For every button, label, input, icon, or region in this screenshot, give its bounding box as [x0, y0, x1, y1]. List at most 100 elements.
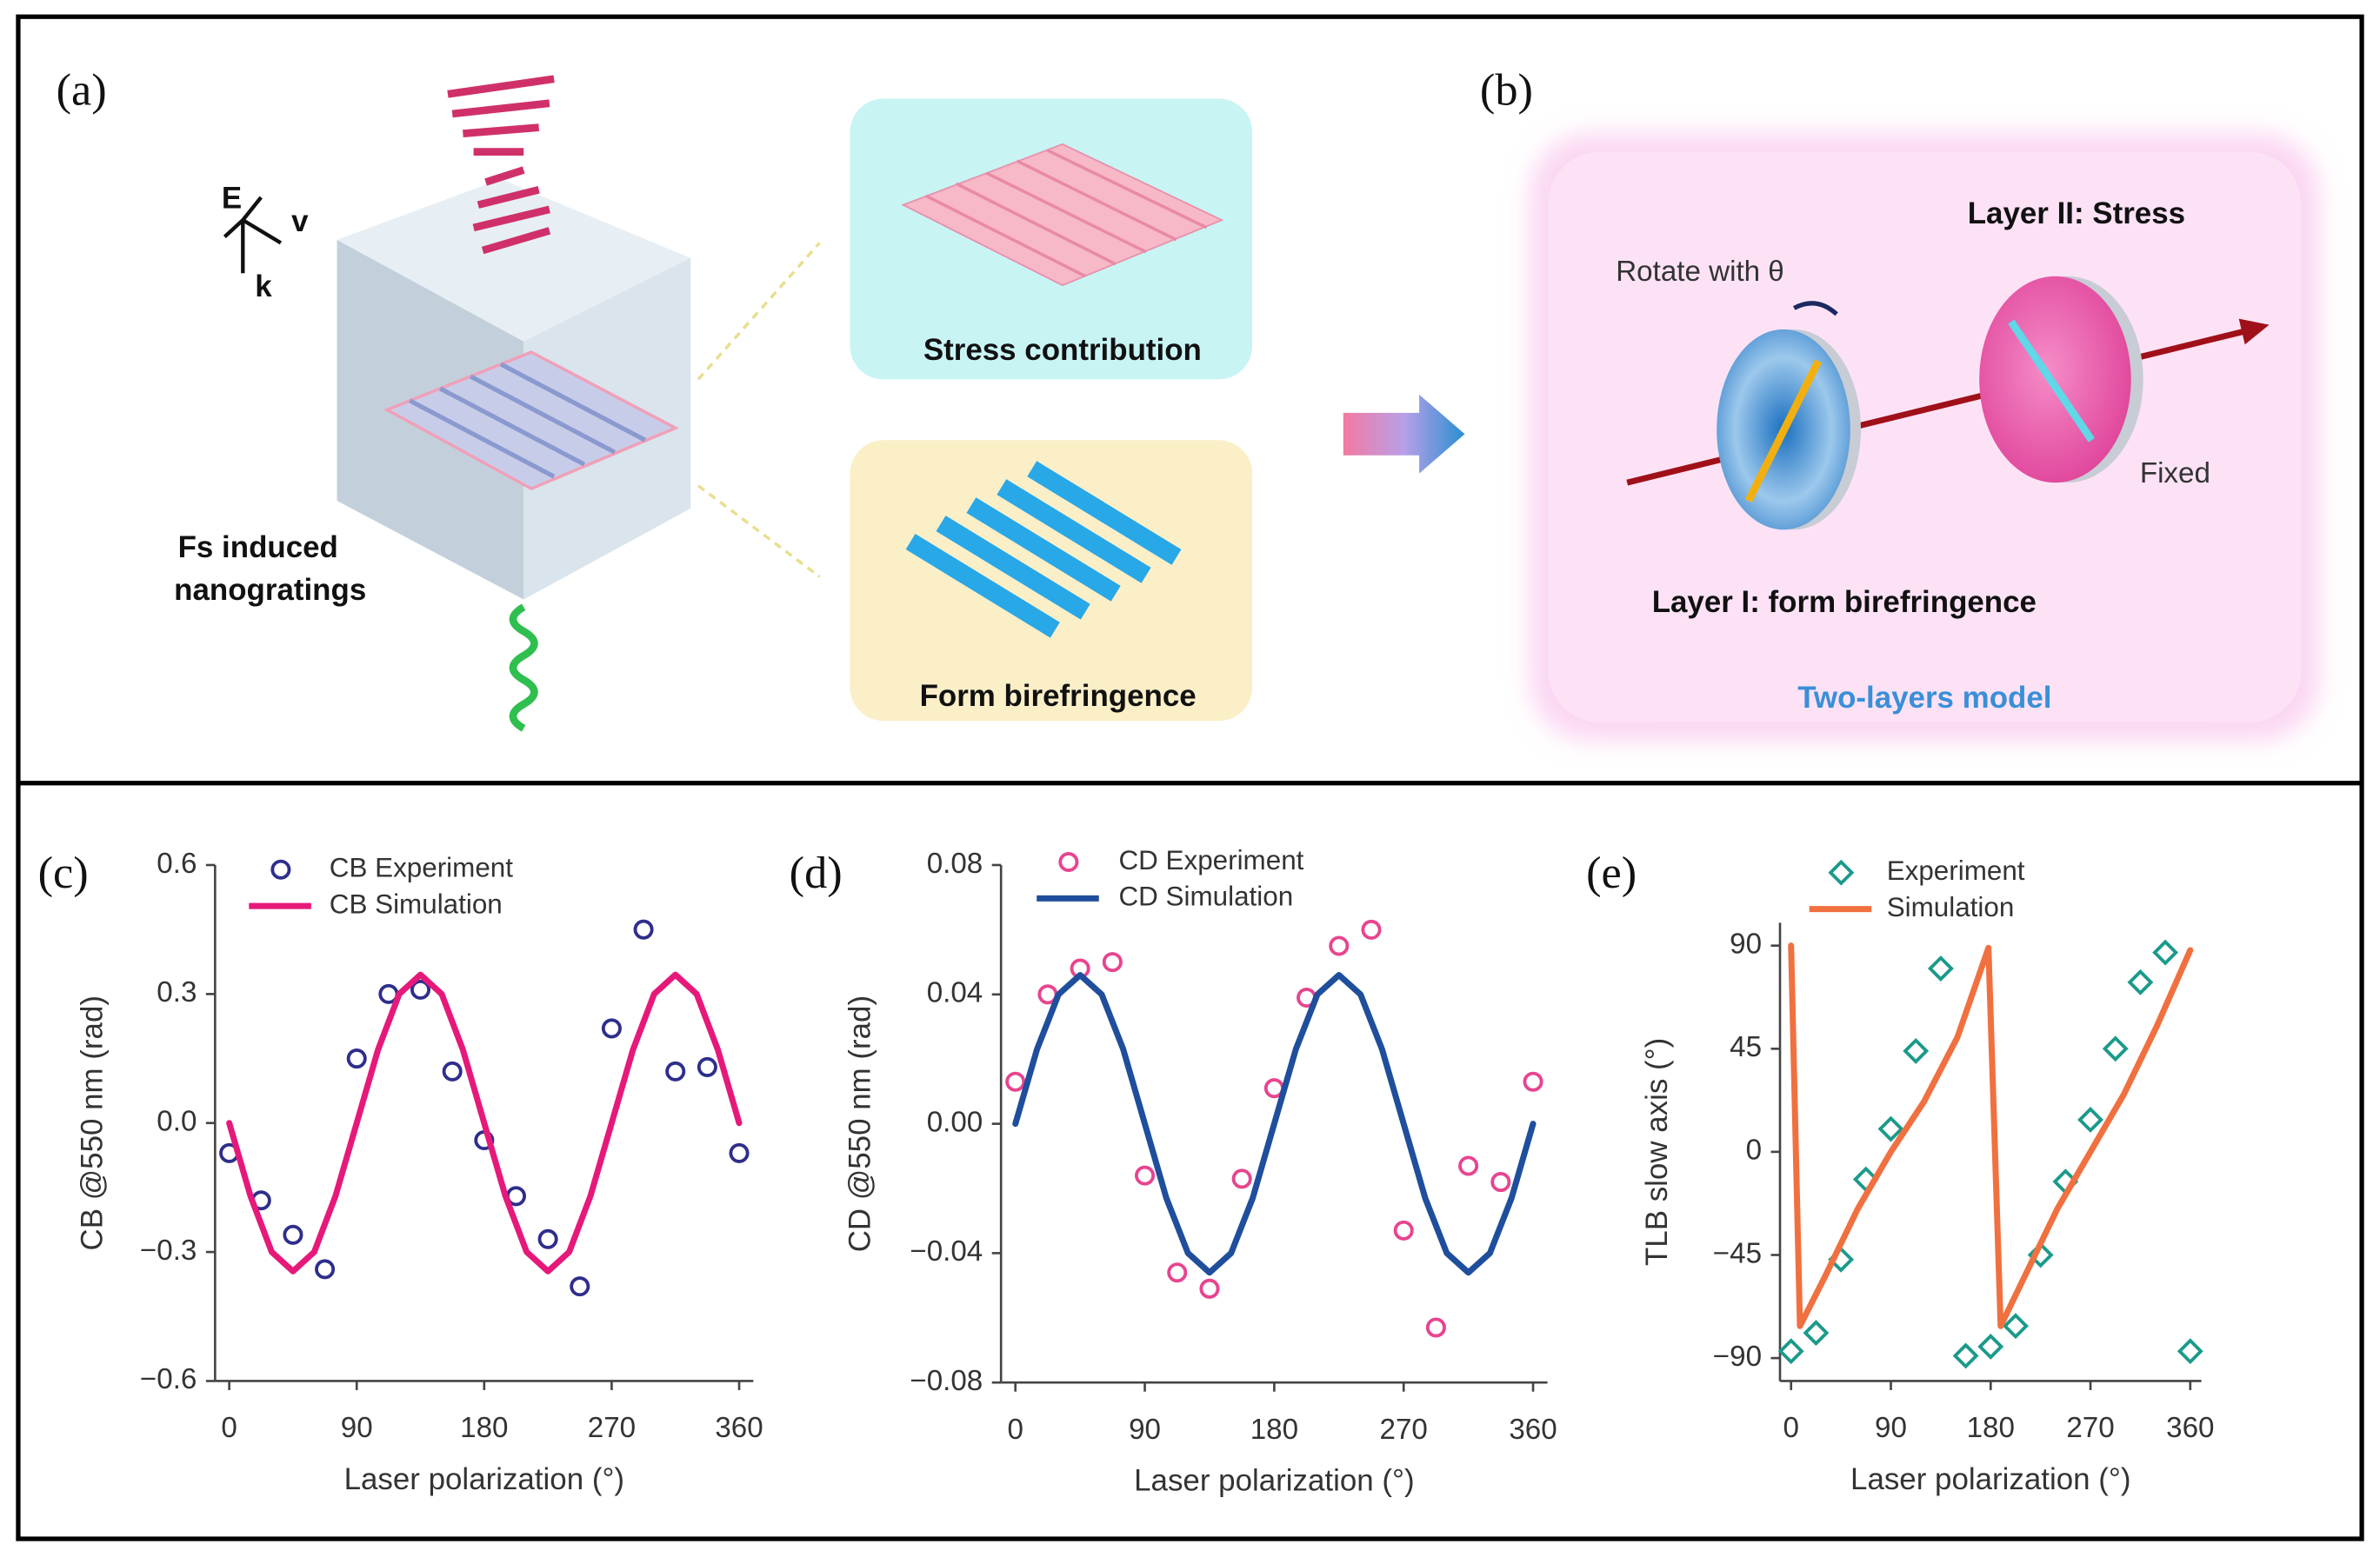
y-tick-label: 45: [1730, 1031, 1762, 1063]
legend-label: CD Experiment: [1118, 845, 1303, 875]
axis-k: k: [255, 270, 272, 303]
point: [315, 1259, 336, 1280]
legend-marker: [270, 859, 291, 880]
point: [2152, 939, 2179, 966]
legend-label: Experiment: [1887, 855, 2025, 886]
form-label: Form birefringence: [920, 679, 1197, 713]
y-tick-label: 0.0: [157, 1105, 197, 1137]
panel-label: (a): [57, 64, 107, 115]
layer1-label: Layer I: form birefringence: [1652, 585, 2037, 619]
line-series: [1012, 971, 1537, 1276]
y-tick-label: 0.3: [157, 976, 197, 1008]
panel-label: (b): [1480, 64, 1533, 115]
fixed-disk: [1979, 276, 2131, 483]
line-series: [226, 971, 743, 1275]
x-tick-label: 180: [1967, 1412, 2015, 1444]
stress-label: Stress contribution: [923, 333, 1202, 367]
y-tick-label: −0.04: [910, 1235, 983, 1268]
point: [1005, 1071, 1026, 1092]
point: [442, 1061, 463, 1082]
line-series: [1788, 942, 2194, 1329]
point: [633, 919, 654, 940]
x-tick-label: 270: [2066, 1412, 2114, 1444]
y-tick-label: 0: [1746, 1135, 1762, 1167]
point: [665, 1061, 686, 1082]
point: [2127, 969, 2154, 995]
x-tick-label: 180: [460, 1412, 508, 1444]
point: [346, 1048, 367, 1069]
x-axis-label: Laser polarization (°): [1134, 1464, 1414, 1498]
x-axis-label: Laser polarization (°): [344, 1462, 624, 1496]
axis-v: v: [291, 204, 309, 238]
disk-axis-arrow: [1744, 359, 1823, 503]
form-bars: [905, 461, 1182, 638]
point: [697, 1056, 717, 1077]
point: [1523, 1071, 1543, 1092]
legend-label: CB Simulation: [330, 889, 503, 919]
nanogratings-label: nanogratings: [174, 573, 366, 607]
legend-label: CD Simulation: [1118, 882, 1293, 912]
y-tick-label: −45: [1713, 1237, 1762, 1269]
point: [1425, 1317, 1446, 1338]
point: [1361, 919, 1382, 940]
point: [1490, 1172, 1511, 1193]
point: [1458, 1155, 1479, 1176]
green-wave: [509, 603, 538, 732]
x-tick-label: 90: [341, 1412, 373, 1444]
point: [1102, 952, 1123, 973]
y-tick-label: −0.08: [910, 1365, 983, 1397]
legend-label: Simulation: [1887, 892, 2015, 922]
x-tick-label: 270: [588, 1412, 636, 1444]
point: [2077, 1107, 2103, 1133]
legend-marker: [1828, 859, 1855, 886]
point: [1952, 1342, 1979, 1369]
beam-head: [2238, 318, 2270, 345]
rotation-arrow: [1792, 301, 1838, 316]
model-panel: [1548, 151, 2302, 722]
x-tick-label: 90: [1875, 1412, 1907, 1444]
panel-label: (d): [790, 848, 843, 898]
point: [570, 1276, 590, 1297]
x-tick-label: 360: [1509, 1414, 1557, 1446]
x-tick-label: 0: [221, 1412, 237, 1444]
pink-helix: [447, 75, 555, 255]
y-tick-label: −0.6: [140, 1363, 197, 1395]
stress-grating: [901, 143, 1224, 287]
point: [1231, 1168, 1252, 1189]
y-axis-label: CD @550 nm (rad): [843, 995, 877, 1252]
rotate-label: Rotate with θ: [1616, 256, 1784, 288]
point: [1167, 1262, 1188, 1283]
point: [1927, 955, 1954, 982]
x-tick-label: 180: [1250, 1414, 1298, 1446]
x-tick-label: 90: [1129, 1414, 1161, 1446]
point: [1977, 1333, 2004, 1360]
point: [1329, 935, 1350, 956]
point: [2003, 1313, 2029, 1340]
point: [1803, 1320, 1830, 1347]
legend-label: CB Experiment: [330, 853, 513, 883]
zoom-lines: [697, 242, 821, 578]
point: [1877, 1115, 1904, 1142]
flow-arrow: [1343, 394, 1465, 474]
y-tick-label: −0.3: [140, 1235, 197, 1267]
panel-label: (c): [38, 848, 89, 898]
cube: [337, 179, 691, 600]
frame: [16, 14, 2364, 1541]
point: [410, 979, 431, 1000]
x-tick-label: 270: [1380, 1414, 1428, 1446]
axis-e: E: [222, 182, 242, 216]
point: [1393, 1220, 1414, 1241]
legend-marker: [1058, 851, 1079, 873]
y-tick-label: 90: [1730, 928, 1762, 960]
point: [283, 1224, 303, 1245]
y-tick-label: −90: [1713, 1341, 1762, 1373]
fixed-label: Fixed: [2140, 457, 2210, 489]
nanogratings-label: Fs induced: [178, 530, 338, 564]
x-tick-label: 360: [715, 1412, 763, 1444]
point: [537, 1228, 558, 1249]
y-tick-label: 0.08: [927, 848, 983, 880]
point: [601, 1018, 622, 1039]
x-tick-label: 360: [2166, 1412, 2214, 1444]
